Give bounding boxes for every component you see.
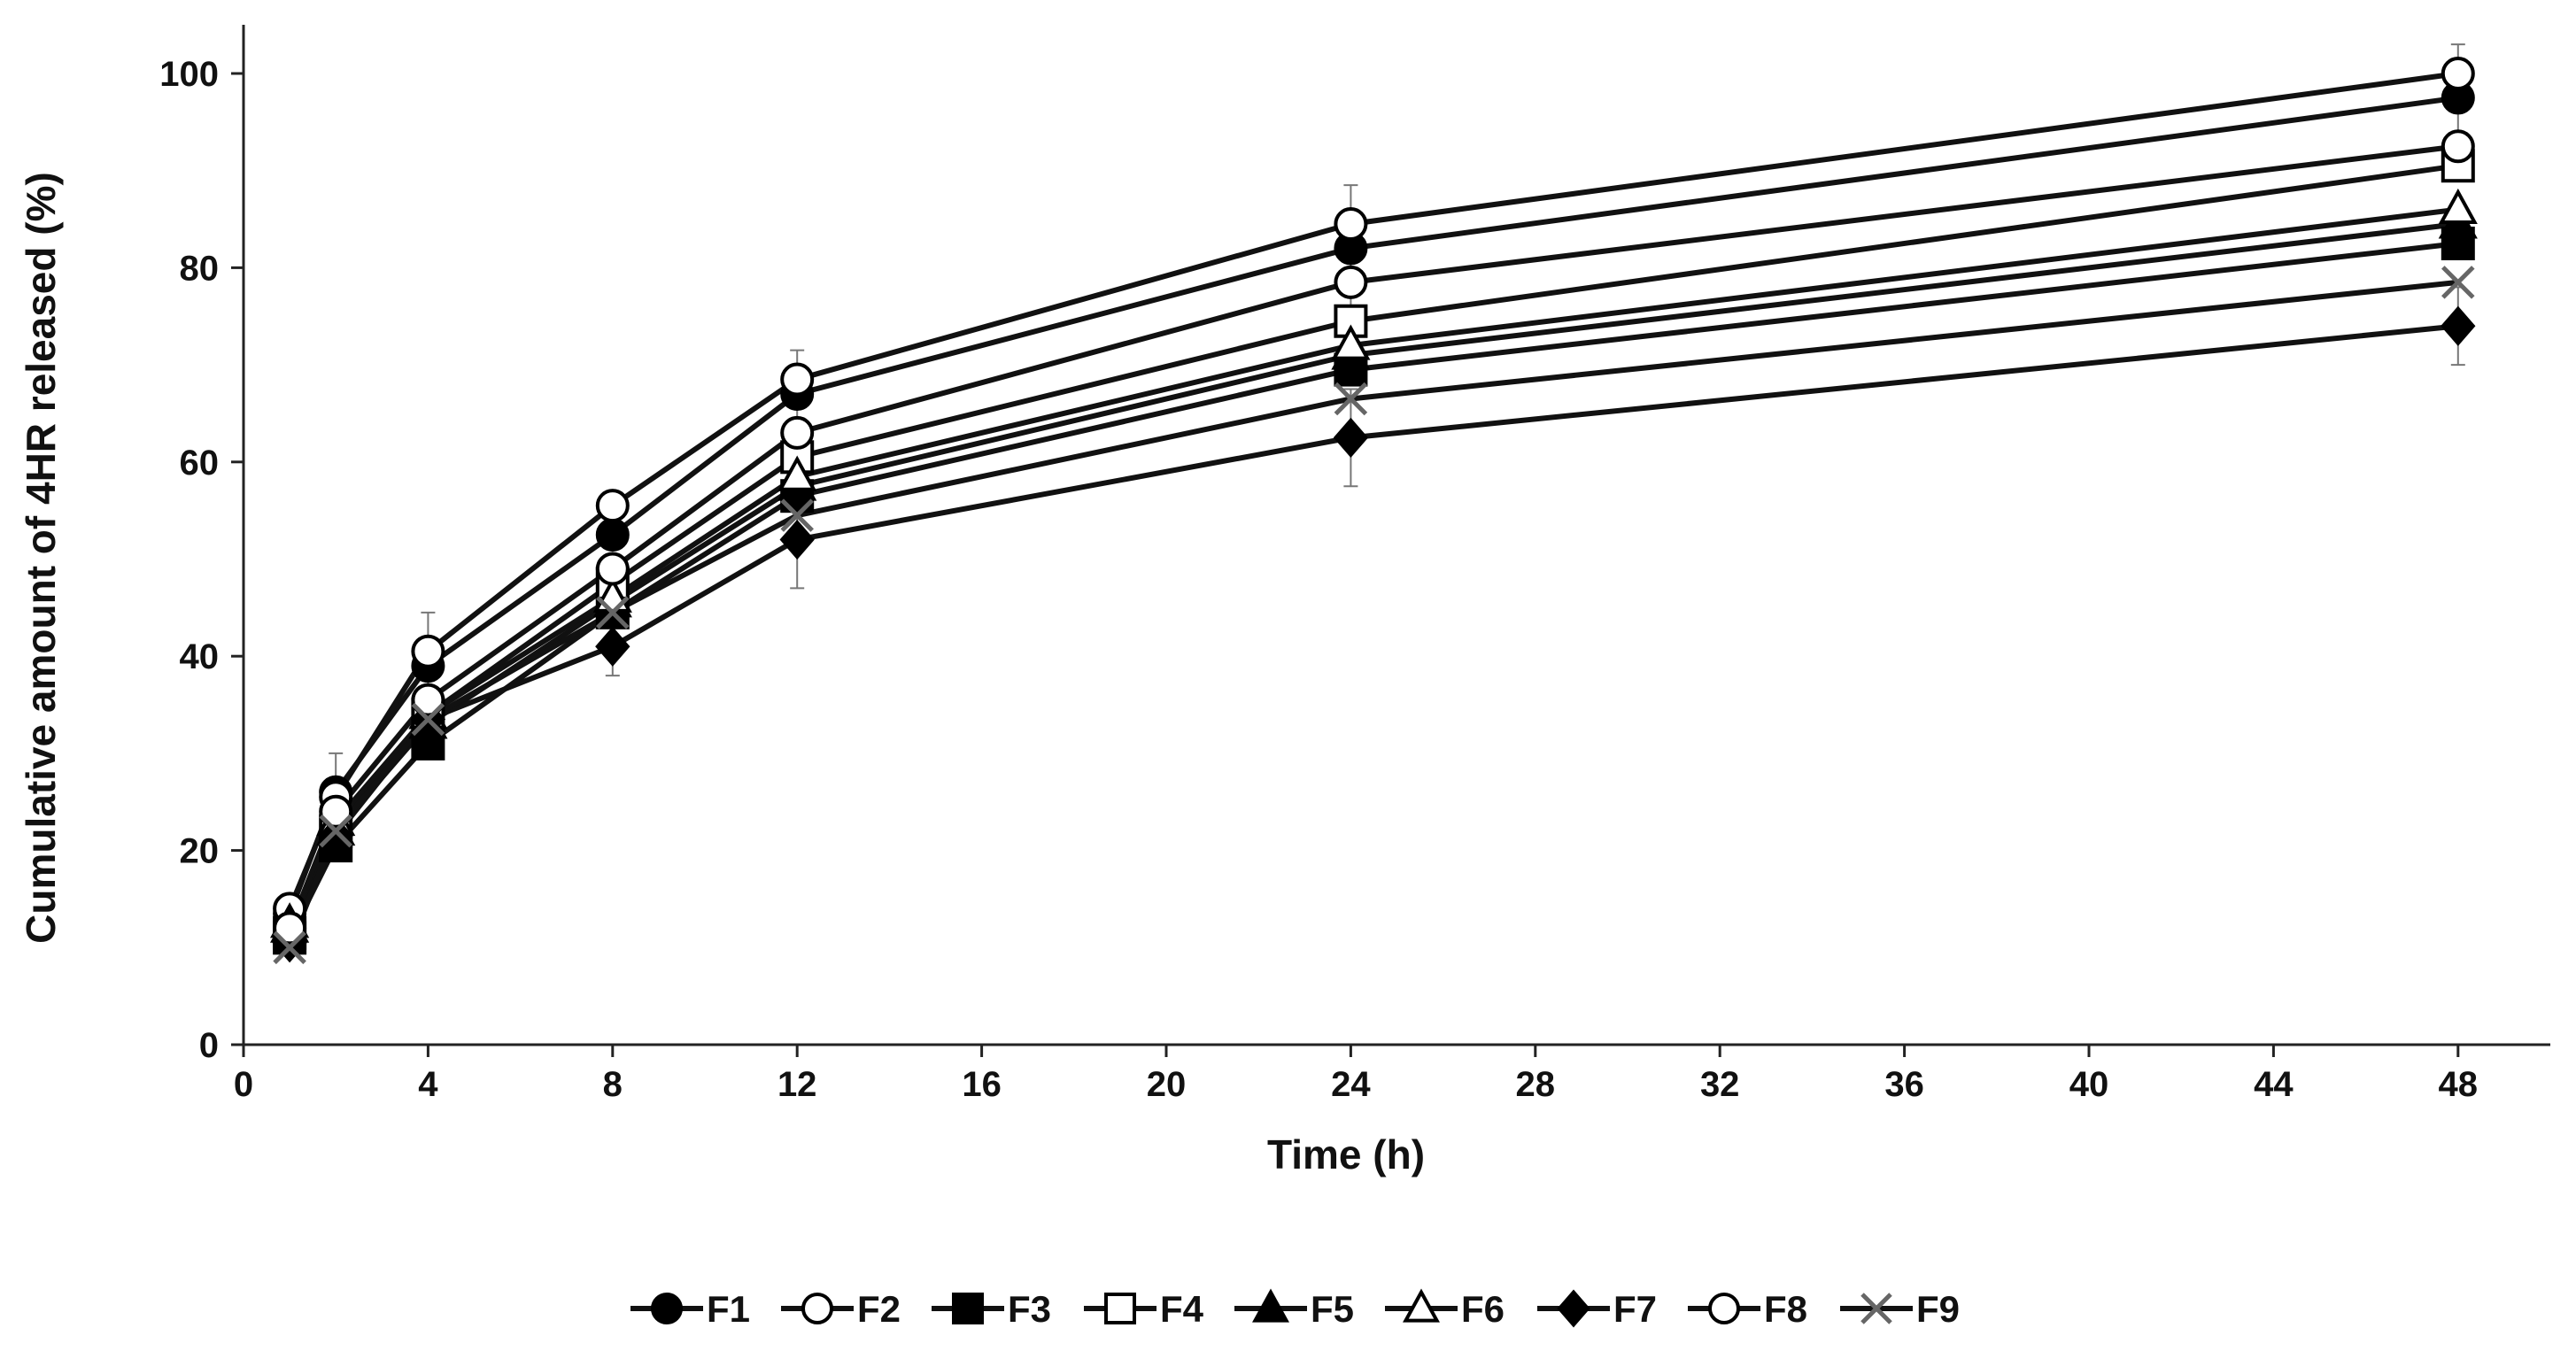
data-point-f6 xyxy=(1331,324,1371,360)
y-axis-title: Cumulative amount of 4HR released (%) xyxy=(18,172,64,944)
x-cross-stroke xyxy=(1334,382,1368,416)
legend-marker-f3 xyxy=(952,1293,984,1324)
x-cross-stroke xyxy=(319,814,352,848)
legend-marker-f1 xyxy=(651,1293,683,1324)
legend-item-f4: F4 xyxy=(1084,1288,1204,1330)
legend-label-f9: F9 xyxy=(1916,1288,1960,1330)
x-tick-label: 48 xyxy=(2439,1065,2479,1104)
series-markers xyxy=(270,57,2478,965)
x-tick-label: 16 xyxy=(962,1065,1002,1104)
data-point-f9 xyxy=(2441,266,2475,299)
legend-item-f2: F2 xyxy=(781,1288,901,1330)
legend-item-f3: F3 xyxy=(932,1288,1051,1330)
data-point-f2 xyxy=(595,489,630,523)
legend-item-f1: F1 xyxy=(630,1288,750,1330)
y-tick-label: 20 xyxy=(180,832,220,871)
data-point-f6 xyxy=(2438,188,2478,225)
x-tick-label: 36 xyxy=(1884,1065,1924,1104)
x-cross-stroke xyxy=(1860,1293,1892,1324)
x-tick-label: 20 xyxy=(1147,1065,1187,1104)
legend-item-f5: F5 xyxy=(1234,1288,1354,1330)
data-point-f2 xyxy=(1334,207,1368,242)
data-point-f8 xyxy=(2441,129,2475,164)
x-cross-stroke xyxy=(780,498,814,532)
data-point-f9 xyxy=(411,702,445,737)
x-tick-label: 8 xyxy=(603,1065,623,1104)
x-tick-label: 12 xyxy=(777,1065,817,1104)
legend-marker-f6 xyxy=(1403,1288,1440,1323)
y-tick-label: 100 xyxy=(159,55,219,94)
legend-marker-f9 xyxy=(1860,1293,1892,1324)
legend: F1 F2 F3 F4 F5 F6 F7 F8 F9 xyxy=(630,1288,1960,1330)
y-tick-label: 60 xyxy=(180,444,220,482)
legend-label-f3: F3 xyxy=(1008,1288,1051,1330)
x-tick-label: 32 xyxy=(1700,1065,1740,1104)
legend-label-f6: F6 xyxy=(1461,1288,1505,1330)
data-point-f8 xyxy=(319,794,353,829)
data-point-f6 xyxy=(777,455,817,491)
data-point-f2 xyxy=(780,362,815,397)
legend-item-f9: F9 xyxy=(1840,1288,1960,1330)
error-bars xyxy=(329,43,2465,832)
x-cross-stroke xyxy=(273,930,306,965)
y-tick-label: 80 xyxy=(180,249,220,288)
data-point-f9 xyxy=(1334,382,1368,416)
data-point-f1 xyxy=(595,518,630,552)
x-tick-label: 0 xyxy=(234,1065,253,1104)
data-point-f8 xyxy=(411,683,445,717)
legend-label-f5: F5 xyxy=(1311,1288,1354,1330)
x-tick-label: 4 xyxy=(418,1065,438,1104)
legend-marker-f8 xyxy=(1708,1293,1740,1324)
data-point-f7 xyxy=(2441,305,2476,346)
data-point-f8 xyxy=(595,552,630,586)
legend-marker-f2 xyxy=(801,1293,833,1324)
data-point-f8 xyxy=(1334,265,1368,299)
data-point-f9 xyxy=(319,814,352,848)
legend-item-f7: F7 xyxy=(1537,1288,1657,1330)
data-point-f9 xyxy=(780,498,814,532)
legend-marker-f5 xyxy=(1252,1288,1289,1323)
data-point-f2 xyxy=(2441,57,2475,90)
data-point-f7 xyxy=(779,519,815,560)
data-point-f7 xyxy=(1333,417,1369,458)
data-point-f8 xyxy=(780,415,815,450)
x-tick-label: 24 xyxy=(1331,1065,1371,1104)
x-axis-title: Time (h) xyxy=(1267,1131,1425,1177)
data-point-f7 xyxy=(318,815,353,856)
data-point-f2 xyxy=(411,634,445,668)
x-tick-label: 28 xyxy=(1516,1065,1556,1104)
data-point-f8 xyxy=(273,911,307,946)
y-tick-label: 0 xyxy=(199,1026,219,1065)
legend-item-f8: F8 xyxy=(1688,1288,1807,1330)
data-point-f9 xyxy=(273,930,306,965)
data-point-f7 xyxy=(595,626,630,667)
legend-marker-f4 xyxy=(1104,1293,1136,1324)
y-tick-label: 40 xyxy=(180,637,220,676)
data-point-f9 xyxy=(596,596,630,629)
legend-marker-f7 xyxy=(1557,1289,1590,1328)
x-tick-label: 40 xyxy=(2069,1065,2109,1104)
legend-label-f2: F2 xyxy=(857,1288,901,1330)
legend-label-f7: F7 xyxy=(1613,1288,1657,1330)
x-cross-stroke xyxy=(2441,266,2475,299)
legend-item-f6: F6 xyxy=(1385,1288,1505,1330)
x-cross-stroke xyxy=(411,702,445,737)
legend-label-f1: F1 xyxy=(707,1288,750,1330)
x-cross-stroke xyxy=(596,596,630,629)
legend-label-f8: F8 xyxy=(1764,1288,1807,1330)
legend-label-f4: F4 xyxy=(1160,1288,1204,1330)
x-tick-label: 44 xyxy=(2254,1065,2294,1104)
